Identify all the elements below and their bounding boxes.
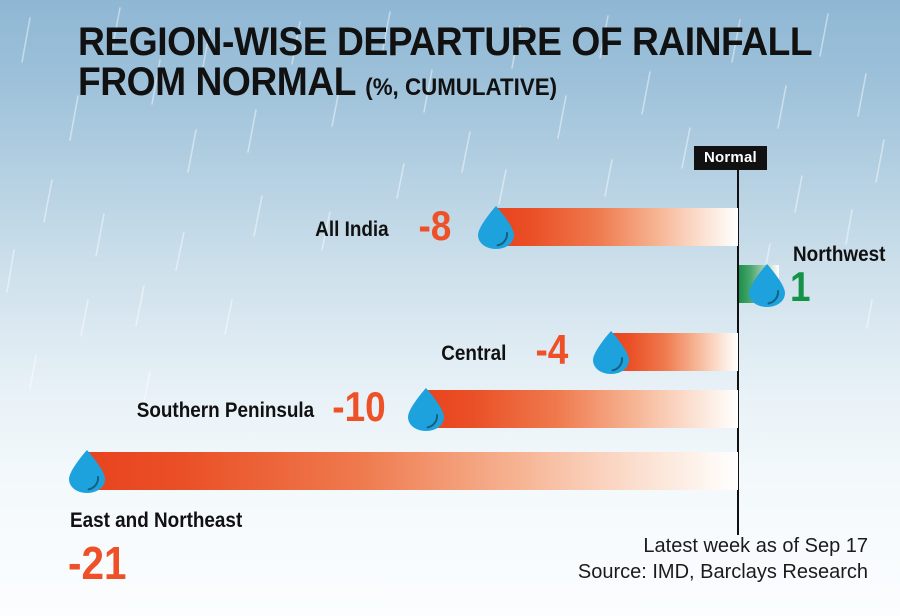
footer-note: Latest week as of Sep 17 Source: IMD, Ba…	[578, 533, 868, 585]
water-droplet-icon	[478, 206, 514, 249]
row-value-all-india: -8	[418, 202, 452, 249]
row-label-central: Central	[441, 342, 507, 365]
page-title: REGION-WISE DEPARTURE OF RAINFALL FROM N…	[78, 22, 838, 108]
water-droplet-icon	[408, 388, 444, 431]
title-unit: (%, CUMULATIVE)	[365, 74, 558, 101]
normal-reference-line	[737, 165, 739, 535]
row-label-southern-peninsula: Southern Peninsula	[136, 399, 315, 422]
row-value-southern-peninsula: -10	[332, 383, 386, 430]
water-droplet-icon	[593, 331, 629, 374]
row-value-northwest: 1	[790, 263, 811, 310]
row-value-central: -4	[535, 326, 569, 373]
row-label-northwest: Northwest	[793, 243, 886, 266]
bar-southern-peninsula	[427, 390, 738, 428]
water-droplet-icon	[69, 450, 105, 493]
bar-east-and-northeast	[88, 452, 738, 490]
title-line-1: REGION-WISE DEPARTURE OF RAINFALL	[78, 20, 813, 64]
water-droplet-icon	[749, 264, 785, 307]
footer-line-latest-week: Latest week as of Sep 17	[643, 535, 868, 557]
row-label-all-india: All India	[315, 218, 389, 241]
normal-reference-badge: Normal	[694, 146, 767, 170]
bar-central	[612, 333, 738, 371]
title-line-2-text: FROM NORMAL	[78, 60, 356, 104]
bar-all-india	[497, 208, 738, 246]
title-line-2: FROM NORMAL (%, CUMULATIVE)	[78, 62, 785, 108]
row-value-east-and-northeast: -21	[68, 537, 127, 589]
footer-line-source: Source: IMD, Barclays Research	[577, 561, 868, 583]
row-label-east-and-northeast: East and Northeast	[70, 509, 243, 532]
